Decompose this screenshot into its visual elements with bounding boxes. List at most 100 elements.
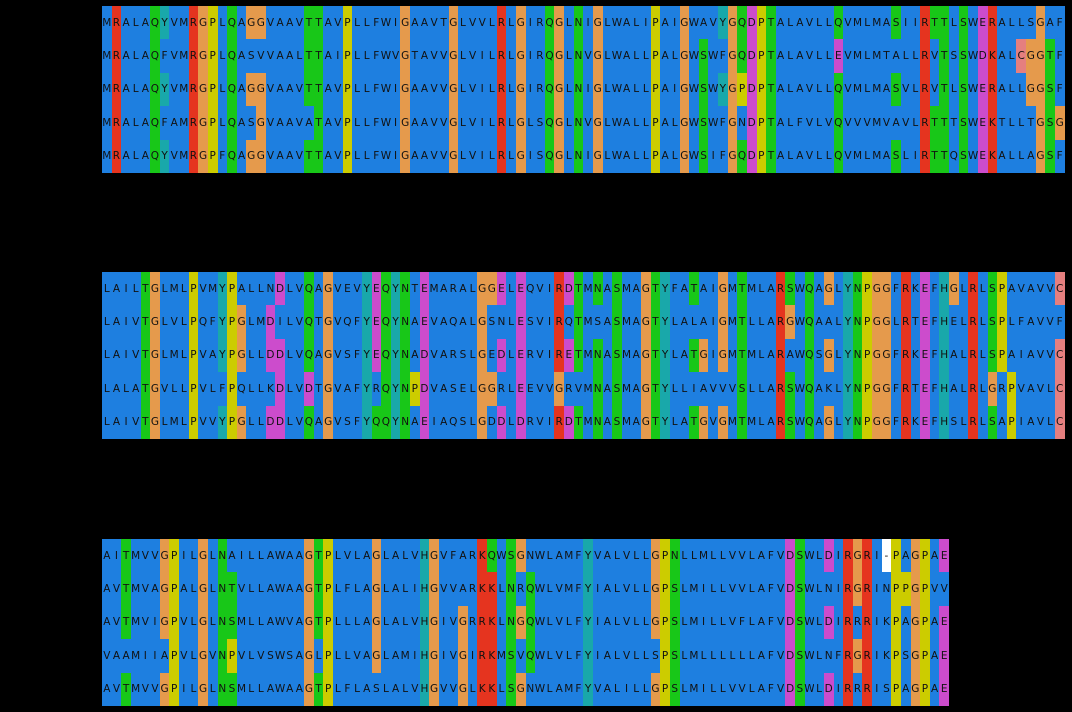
residue-cell: P: [410, 372, 420, 406]
residue-cell: A: [438, 372, 449, 406]
residue-cell: H: [419, 605, 430, 640]
residue-cell: S: [900, 639, 911, 673]
residue-cell: N: [525, 539, 536, 573]
residue-cell: S: [958, 106, 969, 140]
residue-cell: T: [313, 605, 324, 640]
residue-cell: A: [631, 405, 641, 439]
residue-cell: F: [891, 272, 901, 306]
residue-cell: P: [862, 305, 872, 339]
residue-cell: L: [188, 605, 199, 640]
residue-cell: G: [718, 338, 728, 373]
residue-cell: F: [1054, 39, 1065, 73]
residue-cell: L: [256, 372, 266, 406]
residue-cell: A: [284, 106, 295, 140]
residue-cell: A: [361, 672, 372, 706]
residue-cell: V: [438, 139, 449, 173]
residue-cell: I: [140, 639, 151, 673]
residue-cell: R: [467, 539, 478, 573]
residue-cell: A: [410, 106, 420, 140]
residue-cell: D: [419, 338, 430, 373]
residue-cell: M: [179, 139, 189, 173]
residue-cell: L: [718, 672, 728, 706]
residue-cell: V: [929, 572, 940, 606]
residue-cell: L: [381, 572, 391, 606]
residue-cell: T: [737, 272, 747, 306]
residue-cell: L: [381, 672, 391, 706]
residue-cell: G: [304, 672, 314, 706]
residue-cell: P: [997, 272, 1007, 306]
residue-cell: L: [1045, 372, 1055, 406]
residue-cell: S: [785, 405, 795, 439]
residue-cell: G: [650, 539, 661, 573]
residue-cell: T: [650, 338, 661, 373]
residue-cell: K: [910, 405, 921, 439]
residue-cell: V: [265, 72, 276, 107]
residue-cell: L: [246, 572, 256, 606]
residue-cell: M: [583, 305, 593, 339]
residue-cell: P: [207, 39, 218, 73]
residue-cell: M: [872, 72, 882, 107]
residue-cell: A: [881, 72, 892, 107]
residue-cell: L: [159, 272, 170, 306]
residue-cell: I: [669, 6, 680, 40]
residue-cell: N: [506, 605, 516, 640]
residue-cell: V: [333, 72, 343, 107]
residue-cell: Y: [159, 72, 170, 107]
residue-cell: G: [727, 139, 738, 173]
residue-cell: P: [342, 139, 353, 173]
residue-cell: A: [313, 272, 324, 306]
residue-cell: I: [544, 338, 555, 373]
residue-cell: K: [987, 139, 998, 173]
residue-cell: S: [265, 639, 276, 673]
residue-cell: R: [920, 39, 930, 73]
residue-cell: F: [891, 372, 901, 406]
residue-cell: M: [130, 572, 141, 606]
residue-cell: T: [313, 6, 324, 40]
residue-cell: C: [1054, 338, 1065, 373]
residue-cell: F: [207, 305, 218, 339]
residue-cell: P: [650, 39, 661, 73]
residue-cell: T: [121, 605, 131, 640]
residue-cell: V: [804, 72, 815, 107]
residue-cell: V: [535, 305, 545, 339]
residue-cell: L: [506, 139, 516, 173]
residue-cell: F: [737, 605, 747, 640]
residue-cell: L: [612, 572, 622, 606]
residue-cell: Y: [660, 372, 670, 406]
residue-cell: M: [621, 305, 632, 339]
residue-cell: L: [352, 572, 362, 606]
residue-cell: K: [881, 605, 892, 640]
residue-cell: W: [535, 672, 545, 706]
residue-cell: P: [169, 639, 179, 673]
residue-cell: A: [621, 6, 632, 40]
residue-cell: G: [323, 338, 333, 373]
residue-cell: D: [785, 605, 795, 640]
residue-cell: G: [910, 572, 921, 606]
residue-cell: P: [188, 372, 199, 406]
residue-cell: I: [150, 639, 160, 673]
residue-cell: V: [843, 106, 853, 140]
residue-cell: Q: [544, 139, 555, 173]
residue-cell: F: [766, 605, 776, 640]
residue-cell: V: [198, 372, 208, 406]
residue-cell: E: [939, 672, 949, 706]
residue-cell: L: [641, 39, 651, 73]
residue-cell: P: [207, 106, 218, 140]
residue-cell: A: [323, 39, 333, 73]
residue-cell: R: [900, 272, 911, 306]
residue-cell: Q: [804, 338, 815, 373]
residue-cell: L: [814, 139, 824, 173]
residue-cell: N: [217, 572, 228, 606]
residue-cell: V: [256, 639, 266, 673]
residue-cell: V: [294, 338, 305, 373]
residue-cell: T: [949, 106, 959, 140]
residue-cell: T: [929, 6, 940, 40]
residue-cell: S: [669, 639, 680, 673]
residue-cell: G: [592, 39, 603, 73]
residue-cell: A: [775, 72, 786, 107]
residue-cell: W: [381, 39, 391, 73]
residue-cell: E: [419, 272, 430, 306]
residue-cell: F: [833, 639, 844, 673]
